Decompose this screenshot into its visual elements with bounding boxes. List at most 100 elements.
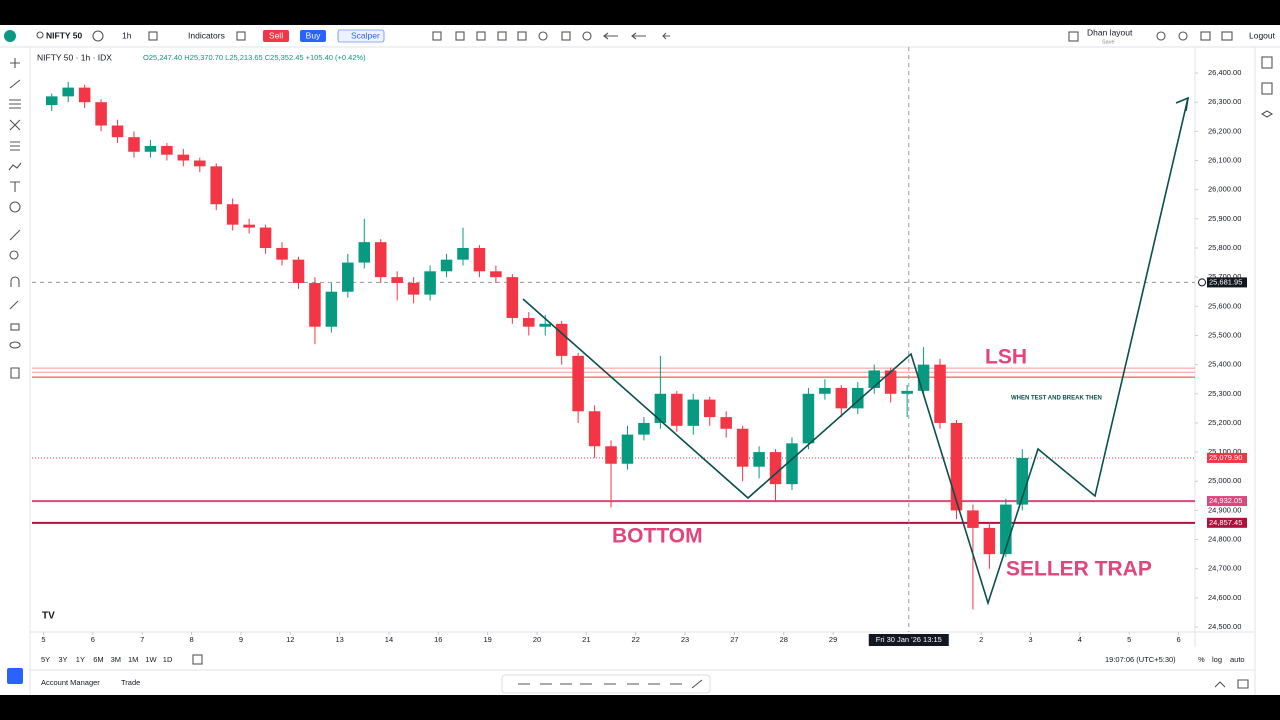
- range-button[interactable]: 6M: [93, 655, 103, 664]
- range-button[interactable]: 3M: [111, 655, 121, 664]
- logo[interactable]: [4, 30, 16, 42]
- tool[interactable]: [10, 58, 20, 68]
- icon[interactable]: [517, 31, 527, 41]
- scalper-button[interactable]: [337, 29, 385, 43]
- tool[interactable]: [9, 229, 21, 241]
- buy-button[interactable]: [300, 30, 326, 42]
- icon[interactable]: [561, 31, 571, 41]
- icon[interactable]: [497, 31, 507, 41]
- x-tick-label: 16: [434, 635, 442, 644]
- drawing-tools: [8, 58, 22, 379]
- watchlist-icon[interactable]: [1261, 56, 1273, 69]
- tool[interactable]: [8, 162, 22, 171]
- layout-name[interactable]: Dhan layout: [1087, 27, 1133, 37]
- chart-type[interactable]: [148, 31, 158, 41]
- layout-icon[interactable]: [1068, 31, 1079, 42]
- account-manager-tab[interactable]: Account Manager: [41, 678, 100, 687]
- y-tick-label: 24,500.00: [1208, 622, 1241, 631]
- candle-body: [983, 527, 996, 555]
- y-tick-label: 26,100.00: [1208, 155, 1241, 164]
- indicators[interactable]: Indicators: [188, 30, 225, 40]
- x-tick-label: 9: [239, 635, 243, 644]
- add-symbol[interactable]: [92, 30, 104, 42]
- icon[interactable]: [1156, 31, 1166, 41]
- candle-body: [62, 87, 74, 97]
- y-tick-label: 25,300.00: [1208, 389, 1241, 398]
- x-tick-label: 12: [286, 635, 294, 644]
- y-tick-label: 26,200.00: [1208, 126, 1241, 135]
- icon[interactable]: [582, 31, 592, 41]
- interval[interactable]: 1h: [122, 30, 132, 40]
- date-range-icon[interactable]: [192, 654, 203, 665]
- range-button[interactable]: 5Y: [41, 655, 50, 664]
- trade-tab[interactable]: Trade: [121, 678, 140, 687]
- candle-body: [967, 510, 979, 528]
- candle-body: [671, 393, 683, 426]
- candle-body: [144, 145, 157, 152]
- icon[interactable]: [1200, 31, 1211, 41]
- logout[interactable]: Logout: [1249, 30, 1276, 40]
- icon[interactable]: [603, 32, 670, 40]
- level-label: 24,932.05: [1209, 496, 1242, 505]
- range-button[interactable]: 1M: [128, 655, 138, 664]
- buy-label: Buy: [306, 30, 321, 40]
- range-button[interactable]: 1W: [145, 655, 157, 664]
- icon[interactable]: [432, 31, 442, 41]
- y-tick-label: 24,900.00: [1208, 505, 1241, 514]
- tool[interactable]: [9, 250, 19, 260]
- candle-body: [440, 259, 453, 272]
- candle-body: [473, 247, 486, 272]
- tool[interactable]: [9, 119, 21, 131]
- tool[interactable]: [10, 323, 20, 331]
- alerts-icon[interactable]: [1261, 82, 1273, 95]
- search-icon[interactable]: [36, 31, 44, 39]
- candle-body: [786, 443, 798, 485]
- candle-body: [802, 393, 815, 444]
- save-label[interactable]: Save: [1102, 39, 1115, 45]
- seller-trap-label: SELLER TRAP: [1006, 558, 1152, 581]
- tool[interactable]: [10, 181, 20, 192]
- symbol[interactable]: NIFTY 50: [46, 30, 82, 40]
- candle-body: [901, 390, 913, 394]
- chart: 24,500.00 24,600.00 24,700.00 24,800.00 24,9…: [32, 47, 1247, 646]
- tool[interactable]: [9, 99, 21, 109]
- icon[interactable]: [476, 31, 486, 41]
- range-button[interactable]: 3Y: [58, 655, 67, 664]
- lsh-label: LSH: [985, 346, 1027, 369]
- icon[interactable]: [1221, 31, 1233, 41]
- tool[interactable]: [9, 201, 21, 213]
- y-tick-label: 24,800.00: [1208, 535, 1241, 544]
- tool[interactable]: [9, 79, 21, 89]
- y-tick-label: 26,300.00: [1208, 97, 1241, 106]
- log-toggle[interactable]: log: [1212, 655, 1222, 664]
- y-tick-label: 26,400.00: [1208, 68, 1241, 77]
- tool[interactable]: [10, 276, 20, 287]
- icon[interactable]: [455, 31, 465, 41]
- tool[interactable]: [9, 341, 21, 349]
- candle-body: [884, 370, 897, 394]
- range-button[interactable]: 1D: [163, 655, 173, 664]
- chat-button[interactable]: [7, 668, 23, 684]
- layers-icon[interactable]: [1260, 110, 1274, 118]
- level-label: 24,857.45: [1209, 518, 1242, 527]
- tool[interactable]: [10, 367, 20, 379]
- sell-button[interactable]: [263, 30, 289, 42]
- y-tick-label: 25,400.00: [1208, 360, 1241, 369]
- x-tick-label: 28: [780, 635, 788, 644]
- candle-body: [654, 393, 667, 423]
- templates[interactable]: [236, 31, 246, 41]
- candle-body: [259, 227, 272, 248]
- range-button[interactable]: 1Y: [76, 655, 85, 664]
- tool[interactable]: [10, 141, 20, 151]
- tool[interactable]: [9, 300, 19, 310]
- percent-toggle[interactable]: %: [1198, 655, 1205, 664]
- x-tick-label: 6: [91, 635, 95, 644]
- icon[interactable]: [1178, 31, 1188, 41]
- bar-icons[interactable]: [518, 679, 1249, 689]
- icon[interactable]: [538, 31, 548, 41]
- candle-body: [457, 247, 469, 260]
- candle-body: [523, 317, 535, 327]
- candle-body: [638, 422, 650, 435]
- auto-toggle[interactable]: auto: [1230, 655, 1245, 664]
- candle-body: [753, 452, 765, 467]
